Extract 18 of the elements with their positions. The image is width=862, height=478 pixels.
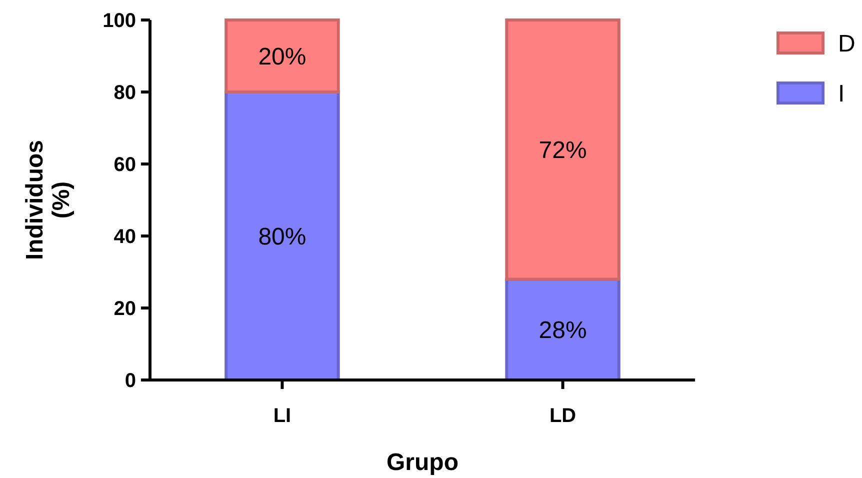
y-tick-label: 60 bbox=[114, 154, 136, 176]
y-tick-label: 80 bbox=[114, 82, 136, 104]
y-tick-label: 0 bbox=[124, 370, 136, 392]
y-tick-label: 40 bbox=[114, 226, 136, 248]
y-axis-title: Individuos (%) bbox=[22, 140, 75, 260]
bar bbox=[224, 18, 340, 94]
data-label: 80% bbox=[258, 223, 306, 250]
data-label: 72% bbox=[538, 137, 587, 164]
data-label: 28% bbox=[538, 317, 587, 344]
x-axis-title: Grupo bbox=[386, 449, 458, 476]
x-tick-label: LD bbox=[549, 405, 576, 427]
legend-label: I bbox=[838, 80, 845, 108]
legend-label: D bbox=[838, 30, 856, 58]
bar bbox=[505, 18, 620, 281]
data-label: 20% bbox=[258, 43, 306, 70]
x-tick-label: LI bbox=[273, 405, 292, 427]
y-tick-label: 100 bbox=[102, 10, 136, 32]
y-tick-label: 20 bbox=[114, 298, 136, 320]
